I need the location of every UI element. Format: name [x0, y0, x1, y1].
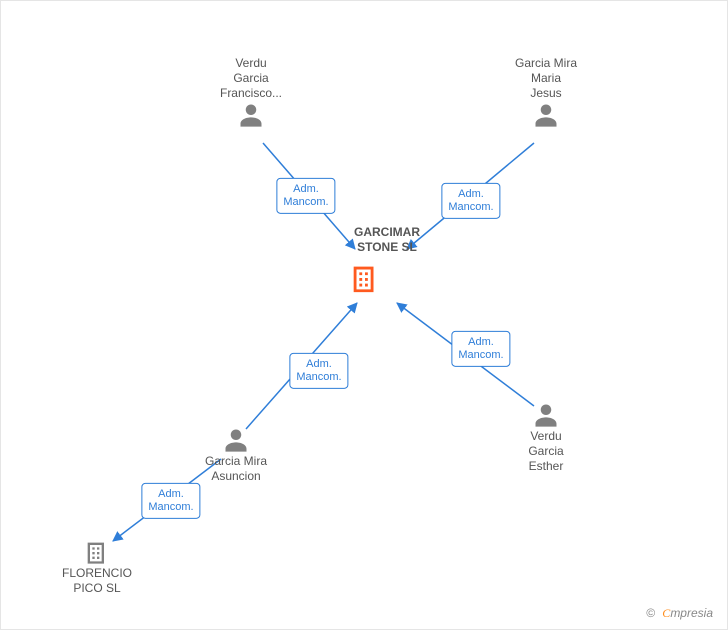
company-icon [83, 538, 111, 566]
company-icon [348, 261, 382, 295]
node-label: FLORENCIO PICO SL [42, 566, 152, 596]
edges-layer [1, 1, 728, 630]
edge-label: Adm. Mancom. [141, 483, 200, 519]
person-icon [222, 426, 250, 454]
node-label: Garcia Mira Asuncion [181, 454, 291, 484]
diagram-canvas: GARCIMAR STONE SL Verdu Garcia Francisco.… [0, 0, 728, 630]
node-verdu_esther[interactable]: Verdu Garcia Esther [491, 401, 601, 474]
node-garcia_maria[interactable]: Garcia Mira Maria Jesus [491, 56, 601, 129]
node-garcia_asuncion[interactable]: Garcia Mira Asuncion [181, 426, 291, 484]
node-label: Verdu Garcia Francisco... [196, 56, 306, 101]
node-label: Garcia Mira Maria Jesus [491, 56, 601, 101]
node-label: Verdu Garcia Esther [491, 429, 601, 474]
node-florencio[interactable]: FLORENCIO PICO SL [42, 538, 152, 596]
person-icon [532, 101, 560, 129]
center-node-label: GARCIMAR STONE SL [337, 225, 437, 255]
person-icon [532, 401, 560, 429]
edge-label: Adm. Mancom. [289, 353, 348, 389]
watermark: © Cmpresia [646, 606, 713, 621]
copyright-symbol: © [646, 606, 655, 620]
edge-label: Adm. Mancom. [451, 331, 510, 367]
center-node[interactable] [335, 261, 395, 295]
edge-label: Adm. Mancom. [441, 183, 500, 219]
person-icon [237, 101, 265, 129]
edge-label: Adm. Mancom. [276, 178, 335, 214]
node-verdu_francisco[interactable]: Verdu Garcia Francisco... [196, 56, 306, 129]
brand-name: mpresia [670, 606, 713, 620]
